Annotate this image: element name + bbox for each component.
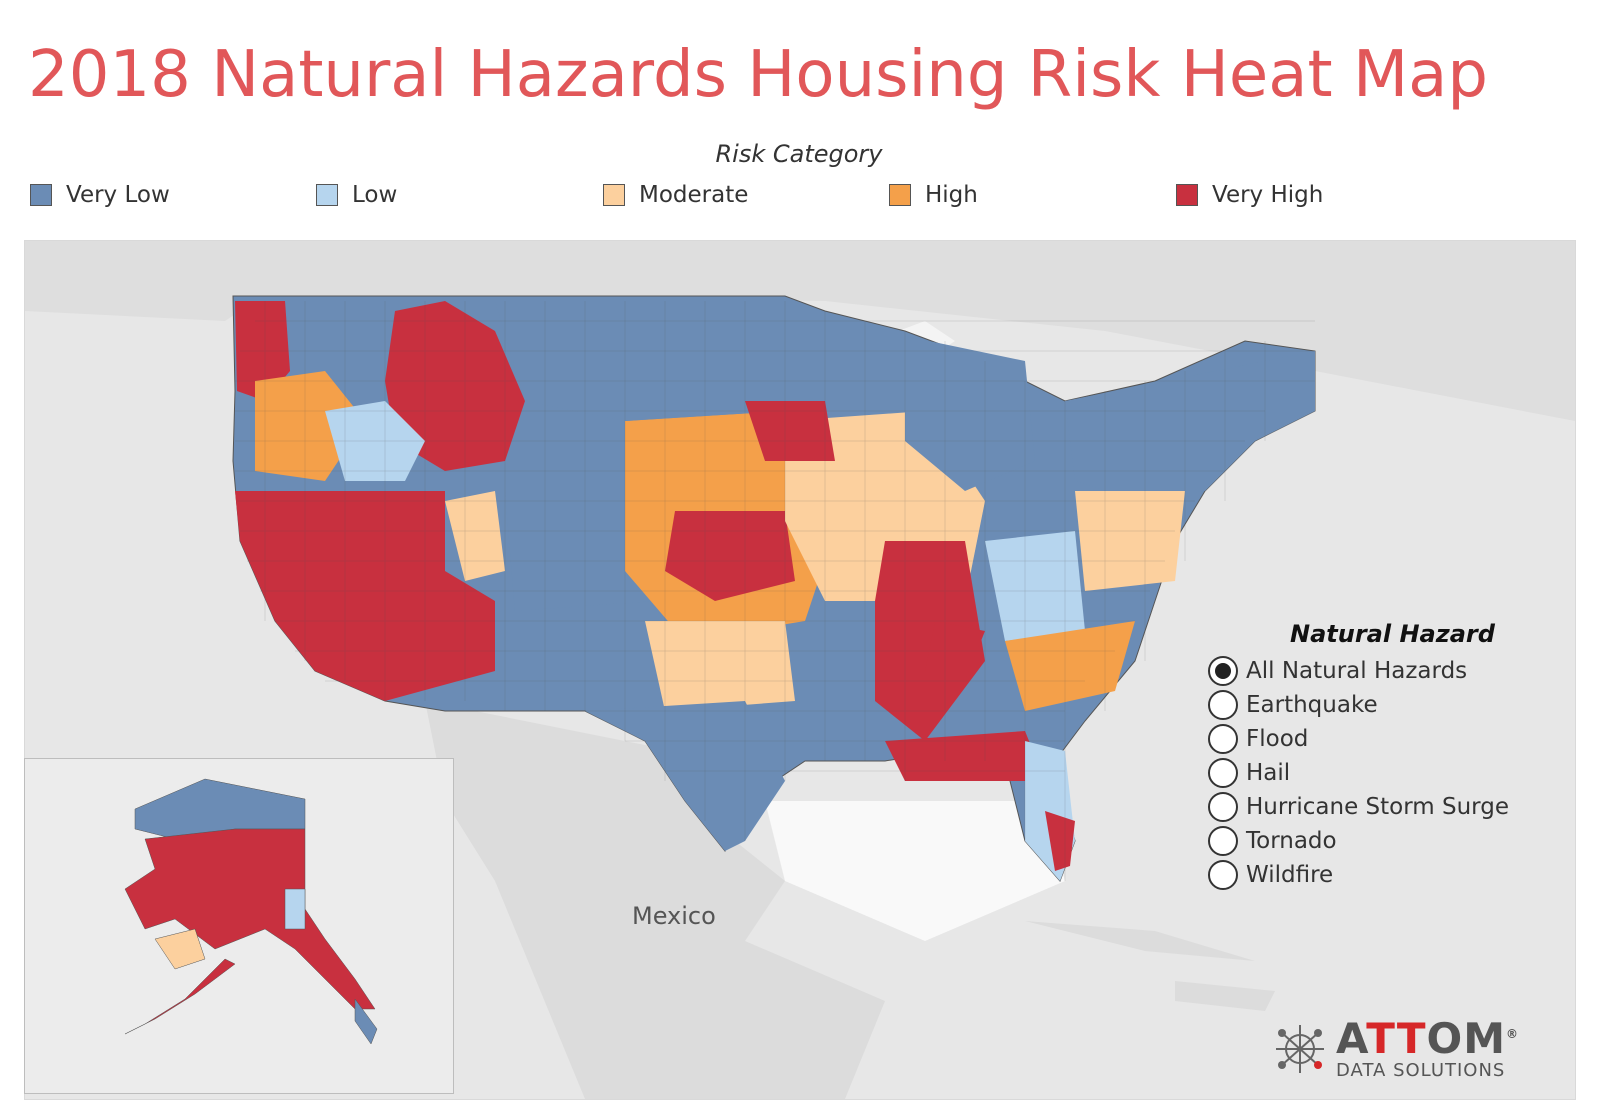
legend-title: Risk Category (715, 140, 883, 168)
alaska-svg (124, 778, 378, 1045)
hazard-option-tornado[interactable]: Tornado (1208, 824, 1538, 858)
region-idaho-montana-very-high (385, 301, 525, 471)
region-midatlantic-moderate (1075, 491, 1185, 591)
radio-button[interactable] (1208, 826, 1238, 856)
region-west-coast-very-high (235, 491, 495, 701)
hazard-option-hurricane-storm-surge[interactable]: Hurricane Storm Surge (1208, 790, 1538, 824)
legend-swatch (1176, 184, 1198, 206)
legend-swatch (889, 184, 911, 206)
radio-button[interactable] (1208, 758, 1238, 788)
region-texas-very-low (585, 701, 785, 851)
caribbean-islands (1025, 921, 1275, 1011)
hazard-option-label: Flood (1246, 726, 1309, 752)
mexico-landmass (425, 701, 885, 1099)
county-grid (235, 301, 1315, 881)
legend-swatch (30, 184, 52, 206)
legend-label: Moderate (639, 182, 749, 208)
legend-label: High (925, 182, 978, 208)
region-appalachia-low (985, 531, 1085, 641)
region-gulf-coast-very-high (885, 731, 1045, 781)
radio-button[interactable] (1208, 792, 1238, 822)
map-label-mexico: Mexico (632, 902, 716, 930)
legend-label: Very Low (66, 182, 170, 208)
canada-landmass (25, 241, 1575, 421)
map-canvas[interactable] (24, 240, 1576, 1100)
region-utah-moderate (445, 491, 505, 581)
legend-label: Low (352, 182, 398, 208)
hazard-option-hail[interactable]: Hail (1208, 756, 1538, 790)
hazard-option-label: Hail (1246, 760, 1291, 786)
region-iowa-very-high (745, 401, 835, 461)
hazard-option-flood[interactable]: Flood (1208, 722, 1538, 756)
region-mississippi-very-high (875, 541, 985, 741)
attom-logo: ATTOM® DATA SOLUTIONS (1272, 1018, 1519, 1080)
region-pacific-nw-very-high (235, 301, 290, 401)
attom-network-icon (1276, 1025, 1324, 1073)
hazard-option-label: Earthquake (1246, 692, 1378, 718)
region-oklahoma-moderate (645, 621, 795, 711)
page-title: 2018 Natural Hazards Housing Risk Heat M… (28, 38, 1488, 112)
region-colorado-very-low (505, 491, 655, 611)
logo-wordmark: ATTOM® (1336, 1014, 1520, 1063)
map-svg (25, 241, 1575, 1099)
region-idaho-low (325, 401, 425, 481)
radio-button[interactable] (1208, 656, 1238, 686)
region-carolinas-high (1005, 621, 1135, 711)
logo-tagline: DATA SOLUTIONS (1336, 1060, 1506, 1081)
legend-item-low: Low (316, 180, 397, 210)
radio-button[interactable] (1208, 690, 1238, 720)
hazard-option-wildfire[interactable]: Wildfire (1208, 858, 1538, 892)
alaska-inset[interactable] (24, 758, 454, 1094)
region-great-lakes-very-low (905, 336, 1035, 491)
region-north-plains-very-low (495, 301, 785, 421)
alaska-moderate-sw (154, 928, 206, 970)
hazard-option-label: All Natural Hazards (1246, 658, 1468, 684)
gulf-water (765, 801, 1065, 941)
hazard-option-label: Wildfire (1246, 862, 1334, 888)
alaska-panhandle-low (354, 998, 378, 1045)
legend-item-very-low: Very Low (30, 180, 170, 210)
natural-hazard-filter: Natural Hazard All Natural Hazards Earth… (1208, 620, 1538, 892)
alaska-very-high-main (124, 828, 376, 1010)
hazard-option-label: Hurricane Storm Surge (1246, 794, 1509, 820)
alaska-aleutians (124, 958, 236, 1035)
legend-swatch (603, 184, 625, 206)
alaska-low-east (284, 888, 306, 930)
legend-swatch (316, 184, 338, 206)
legend-item-moderate: Moderate (603, 180, 748, 210)
legend-item-high: High (889, 180, 978, 210)
radio-button[interactable] (1208, 860, 1238, 890)
hazard-option-earthquake[interactable]: Earthquake (1208, 688, 1538, 722)
region-northeast-very-low (1065, 351, 1315, 501)
hazard-option-all[interactable]: All Natural Hazards (1208, 654, 1538, 688)
legend-item-very-high: Very High (1176, 180, 1323, 210)
radio-button[interactable] (1208, 724, 1238, 754)
region-tennessee-very-high (925, 621, 985, 681)
risk-regions (235, 301, 1315, 881)
hazard-option-label: Tornado (1246, 828, 1337, 854)
region-kansas-very-high (665, 511, 795, 601)
legend-label: Very High (1212, 182, 1324, 208)
hazard-filter-title: Natural Hazard (1290, 620, 1495, 648)
region-florida-south-very-high (1045, 811, 1075, 871)
